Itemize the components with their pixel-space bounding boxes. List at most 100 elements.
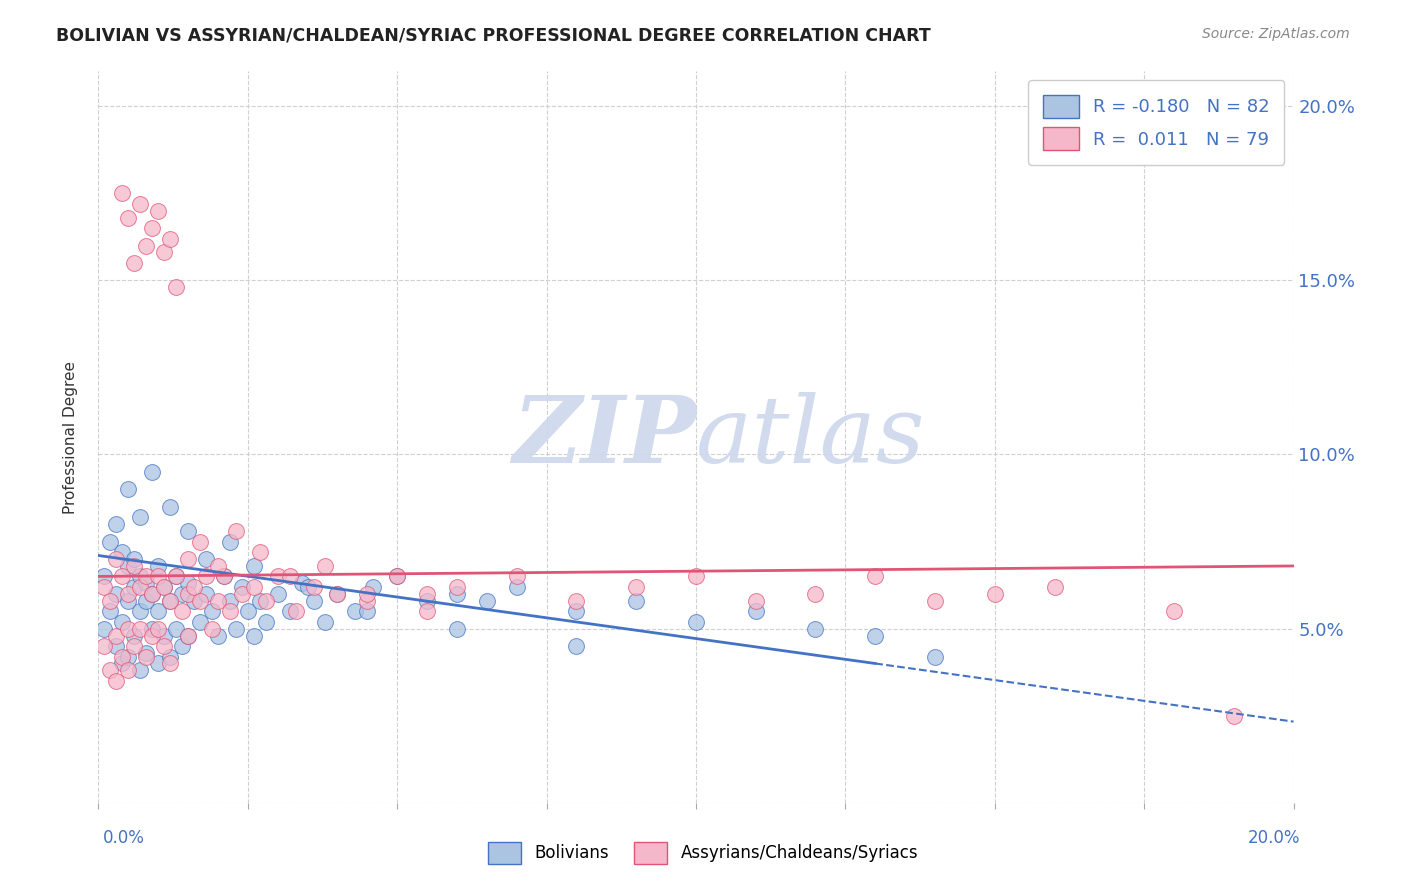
Legend: Bolivians, Assyrians/Chaldeans/Syriacs: Bolivians, Assyrians/Chaldeans/Syriacs [481, 836, 925, 871]
Point [117, 211, 139, 225]
Point [284, 604, 307, 618]
Point [117, 664, 139, 678]
Point [117, 558, 139, 573]
Point [117, 594, 139, 608]
Point [302, 580, 325, 594]
Point [356, 604, 378, 618]
Point [188, 615, 211, 629]
Point [165, 622, 187, 636]
Point [278, 604, 301, 618]
Point [804, 622, 827, 636]
Point [177, 524, 200, 538]
Point [183, 594, 205, 608]
Point [124, 629, 146, 643]
Point [1223, 708, 1246, 723]
Point [302, 594, 325, 608]
Point [129, 664, 152, 678]
Point [159, 649, 181, 664]
Point [626, 594, 648, 608]
Point [626, 580, 648, 594]
Point [984, 587, 1007, 601]
Point [219, 534, 242, 549]
Point [207, 594, 229, 608]
Point [105, 673, 128, 688]
Point [135, 594, 157, 608]
Point [105, 639, 128, 653]
Point [243, 580, 266, 594]
Point [141, 622, 163, 636]
Point [297, 580, 319, 594]
Point [148, 203, 170, 218]
Point [129, 604, 152, 618]
Point [278, 569, 301, 583]
Point [446, 580, 468, 594]
Point [249, 594, 271, 608]
Point [141, 587, 163, 601]
Point [148, 558, 170, 573]
Point [1043, 580, 1066, 594]
Point [565, 594, 588, 608]
Point [326, 587, 349, 601]
Point [153, 639, 176, 653]
Point [506, 569, 529, 583]
Point [117, 622, 139, 636]
Point [195, 552, 218, 566]
Point [1163, 604, 1185, 618]
Point [924, 594, 946, 608]
Point [212, 569, 235, 583]
Point [506, 580, 529, 594]
Point [315, 615, 337, 629]
Point [141, 587, 163, 601]
Point [117, 649, 139, 664]
Point [188, 594, 211, 608]
Point [326, 587, 349, 601]
Point [93, 569, 115, 583]
Point [745, 594, 768, 608]
Point [385, 569, 409, 583]
Point [124, 639, 146, 653]
Point [416, 604, 439, 618]
Point [148, 604, 170, 618]
Point [356, 594, 378, 608]
Point [207, 629, 229, 643]
Point [254, 615, 277, 629]
Point [172, 587, 194, 601]
Point [105, 629, 128, 643]
Point [111, 649, 134, 664]
Point [344, 604, 367, 618]
Point [219, 594, 242, 608]
Point [124, 580, 146, 594]
Point [356, 587, 378, 601]
Point [98, 534, 122, 549]
Point [98, 604, 122, 618]
Point [865, 629, 887, 643]
Point [225, 524, 247, 538]
Point [111, 186, 134, 201]
Point [135, 649, 157, 664]
Point [129, 196, 152, 211]
Point [363, 580, 385, 594]
Point [177, 587, 200, 601]
Point [93, 580, 115, 594]
Point [98, 594, 122, 608]
Point [111, 615, 134, 629]
Point [177, 576, 200, 591]
Point [148, 622, 170, 636]
Point [93, 622, 115, 636]
Point [141, 465, 163, 479]
Point [93, 639, 115, 653]
Point [565, 604, 588, 618]
Point [135, 646, 157, 660]
Point [254, 594, 277, 608]
Point [172, 639, 194, 653]
Point [135, 576, 157, 591]
Point [165, 569, 187, 583]
Point [141, 629, 163, 643]
Point [243, 629, 266, 643]
Point [124, 552, 146, 566]
Point [124, 558, 146, 573]
Point [188, 534, 211, 549]
Point [201, 622, 224, 636]
Point [291, 576, 314, 591]
Point [924, 649, 946, 664]
